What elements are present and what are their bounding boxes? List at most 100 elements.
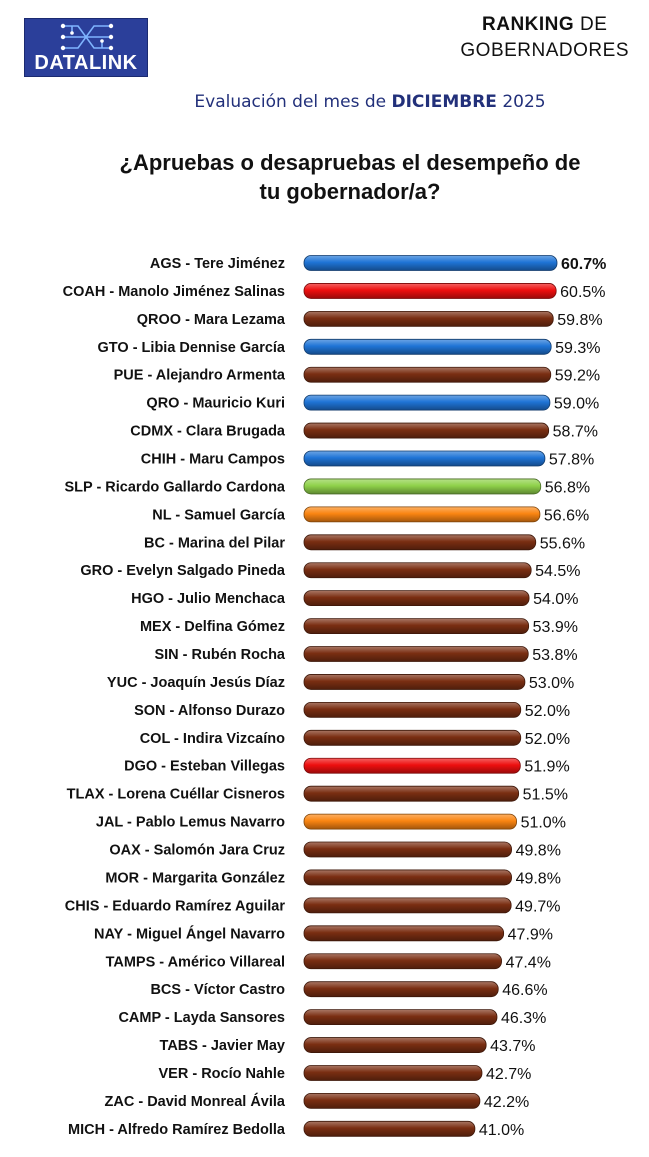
datalink-logo: DATALINK <box>24 18 148 77</box>
bar <box>303 897 512 914</box>
value-label: 51.9% <box>524 759 569 776</box>
chart-row: QROO - Mara Lezama 59.8% <box>137 310 603 329</box>
chart-row: TLAX - Lorena Cuéllar Cisneros 51.5% <box>67 785 568 804</box>
ranking-title: RANKING DE GOBERNADORES <box>460 12 629 64</box>
bar <box>303 255 558 271</box>
value-label: 51.0% <box>521 815 566 832</box>
bar <box>303 785 520 802</box>
category-label: PUE - Alejandro Armenta <box>114 368 286 384</box>
category-label: TLAX - Lorena Cuéllar Cisneros <box>67 787 285 803</box>
value-label: 53.8% <box>532 647 577 664</box>
chart-row: COL - Indira Vizcaíno 52.0% <box>140 729 570 748</box>
chart-row: MOR - Margarita González 49.8% <box>105 869 561 887</box>
value-label: 56.8% <box>545 479 590 496</box>
category-label: OAX - Salomón Jara Cruz <box>109 843 285 859</box>
value-label: 54.5% <box>535 563 580 580</box>
value-label: 51.5% <box>523 787 568 804</box>
value-label: 47.9% <box>508 926 553 943</box>
bar <box>303 1037 487 1053</box>
category-label: MOR - Margarita González <box>105 870 285 886</box>
value-label: 52.0% <box>525 731 570 748</box>
category-label: CAMP - Layda Sansores <box>118 1010 285 1026</box>
bar <box>303 366 552 383</box>
chart-row: TAMPS - Américo Villareal 47.4% <box>106 953 551 971</box>
value-label: 46.3% <box>501 1010 546 1027</box>
question-line-1: ¿Apruebas o desapruebas el desempeño de <box>119 150 581 175</box>
bar <box>303 813 517 830</box>
bar <box>303 1009 498 1026</box>
category-label: MICH - Alfredo Ramírez Bedolla <box>68 1122 286 1138</box>
value-label: 59.2% <box>555 368 600 385</box>
category-label: NAY - Miguel Ángel Navarro <box>94 925 285 942</box>
bar <box>303 841 512 858</box>
chart-row: COAH - Manolo Jiménez Salinas 60.5% <box>63 283 606 301</box>
chart-row: SON - Alfonso Durazo 52.0% <box>134 701 570 720</box>
chart-row: CHIS - Eduardo Ramírez Aguilar 49.7% <box>65 897 561 915</box>
bar <box>303 310 554 327</box>
chart-row: YUC - Joaquín Jesús Díaz 53.0% <box>107 674 574 692</box>
chart-row: CDMX - Clara Brugada 58.7% <box>130 422 598 441</box>
bar <box>303 338 552 355</box>
chart-row: SLP - Ricardo Gallardo Cardona 56.8% <box>64 478 590 496</box>
ranking-bold: RANKING <box>482 14 575 35</box>
chart-row: GRO - Evelyn Salgado Pineda 54.5% <box>80 562 581 580</box>
logo-text: DATALINK <box>34 52 138 74</box>
value-label: 58.7% <box>553 424 598 441</box>
category-label: SLP - Ricardo Gallardo Cardona <box>64 479 285 495</box>
category-label: ZAC - David Monreal Ávila <box>105 1093 286 1110</box>
category-label: CHIS - Eduardo Ramírez Aguilar <box>65 898 286 914</box>
chart-row: DGO - Esteban Villegas 51.9% <box>124 757 570 776</box>
chart-row: ZAC - David Monreal Ávila 42.2% <box>105 1093 530 1111</box>
value-label: 55.6% <box>540 535 585 552</box>
category-label: GRO - Evelyn Salgado Pineda <box>80 563 286 579</box>
bar <box>303 478 542 495</box>
chart-row: SIN - Rubén Rocha 53.8% <box>154 646 578 664</box>
evaluation-line: Evaluación del mes de DICIEMBRE 2025 <box>0 92 649 112</box>
category-label: JAL - Pablo Lemus Navarro <box>96 815 285 831</box>
circuit-icon <box>60 23 114 51</box>
value-label: 54.0% <box>533 591 578 608</box>
category-label: CHIH - Maru Campos <box>141 452 285 468</box>
value-label: 49.8% <box>516 870 561 887</box>
bar <box>303 562 532 579</box>
bar <box>303 534 537 551</box>
ranking-rest: DE <box>574 14 608 35</box>
bar <box>303 869 512 886</box>
value-label: 53.9% <box>533 619 578 636</box>
category-label: HGO - Julio Menchaca <box>131 591 286 607</box>
category-label: DGO - Esteban Villegas <box>124 759 285 775</box>
eval-year: 2025 <box>496 92 546 112</box>
eval-month: DICIEMBRE <box>391 92 497 112</box>
chart-row: AGS - Tere Jiménez 60.7% <box>150 255 606 273</box>
question-line-2: tu gobernador/a? <box>259 179 441 204</box>
bar <box>303 674 526 690</box>
bar <box>303 394 551 411</box>
bar <box>303 925 505 942</box>
value-label: 43.7% <box>490 1038 535 1055</box>
bar <box>303 283 557 299</box>
value-label: 60.5% <box>560 284 605 301</box>
value-label: 47.4% <box>506 954 551 971</box>
category-label: YUC - Joaquín Jesús Díaz <box>107 675 285 691</box>
category-label: SIN - Rubén Rocha <box>154 647 285 663</box>
bar <box>303 981 499 998</box>
value-label: 49.7% <box>515 898 560 915</box>
value-label: 57.8% <box>549 452 594 469</box>
bar <box>303 1065 483 1081</box>
chart-row: OAX - Salomón Jara Cruz 49.8% <box>109 841 561 860</box>
category-label: BC - Marina del Pilar <box>144 535 285 551</box>
category-label: TAMPS - Américo Villareal <box>106 954 285 970</box>
value-label: 42.7% <box>486 1066 531 1083</box>
category-label: CDMX - Clara Brugada <box>130 424 286 440</box>
value-label: 42.2% <box>484 1094 529 1111</box>
bar <box>303 590 530 607</box>
value-label: 59.0% <box>554 396 599 413</box>
value-label: 52.0% <box>525 703 570 720</box>
category-label: BCS - Víctor Castro <box>150 982 285 998</box>
bar <box>303 450 546 467</box>
bar <box>303 953 502 970</box>
chart-row: NL - Samuel García 56.6% <box>152 506 589 524</box>
chart-row: PUE - Alejandro Armenta 59.2% <box>114 366 600 385</box>
bar <box>303 701 522 718</box>
bar <box>303 757 521 774</box>
